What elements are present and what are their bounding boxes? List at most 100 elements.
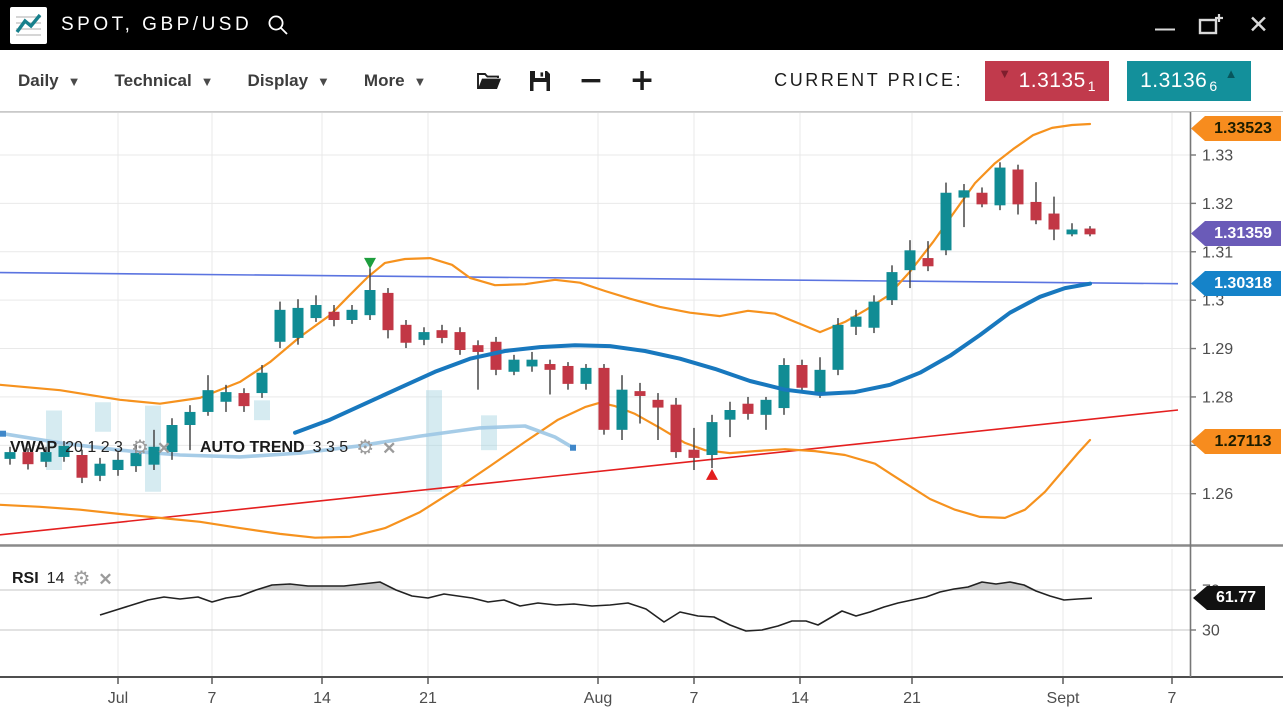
candle-down [922, 258, 934, 267]
candle-up [706, 422, 718, 455]
zoom-in-button[interactable]: + [629, 62, 655, 98]
candle-up [130, 453, 142, 467]
auto-trend-params: 3 3 5 [312, 439, 349, 456]
buy-signal-marker [706, 468, 718, 480]
candle-up [346, 309, 358, 320]
chart-toolbar: Daily ▼ Technical ▼ Display ▼ More ▼ [0, 50, 1283, 112]
candle-down [328, 311, 340, 320]
y-tick-label: 1.32 [1202, 196, 1233, 213]
candle-up [166, 425, 178, 453]
candle-up [814, 369, 826, 394]
rsi-settings-gear-icon[interactable]: ⚙ [72, 568, 91, 590]
candle-up [310, 305, 322, 319]
save-icon[interactable] [528, 69, 552, 93]
candle-up [94, 463, 106, 476]
bid-pip-digit: 1 [1087, 77, 1097, 94]
candle-up [994, 167, 1006, 206]
more-dropdown[interactable]: More ▼ [364, 71, 427, 91]
candle-down [490, 341, 502, 370]
chevron-down-icon: ▼ [413, 74, 427, 89]
auto-trend-settings-gear-icon[interactable]: ⚙ [356, 437, 375, 459]
candle-up [274, 309, 286, 342]
popout-button[interactable] [1196, 12, 1226, 38]
candle-up [778, 365, 790, 409]
ask-price-box[interactable]: 1.3136 6 ▲ [1127, 60, 1251, 101]
candle-up [202, 390, 214, 412]
x-tick-label: Aug [584, 690, 612, 707]
candle-down [22, 452, 34, 465]
candle-up [958, 190, 970, 198]
open-folder-icon[interactable] [476, 70, 502, 92]
candle-up [148, 446, 160, 465]
x-tick-label: Jul [108, 690, 128, 707]
candle-down [1048, 213, 1060, 230]
tag-upper-band: 1.33523 [1191, 116, 1281, 141]
candle-down [400, 324, 412, 343]
candle-up [58, 445, 70, 457]
app-logo-icon [10, 6, 47, 44]
technical-dropdown[interactable]: Technical ▼ [115, 71, 214, 91]
x-tick-label: 7 [690, 690, 699, 707]
rsi-tick-label: 30 [1202, 623, 1220, 640]
x-tick-label: 14 [791, 690, 809, 707]
candle-down [796, 365, 808, 388]
candle-up [364, 290, 376, 316]
window-title: SPOT, GBP/USD [61, 14, 253, 35]
x-tick-label: 21 [903, 690, 921, 707]
candle-up [580, 367, 592, 384]
candle-down [670, 404, 682, 453]
search-icon[interactable] [266, 13, 290, 37]
candle-down [472, 345, 484, 352]
tag-lower-band: 1.27113 [1191, 429, 1281, 454]
zoom-out-button[interactable]: − [578, 62, 604, 98]
x-tick-label: 7 [208, 690, 217, 707]
chart-area: 1.331.321.311.31.291.281.271.267030Jul71… [0, 112, 1283, 710]
candle-down [976, 192, 988, 205]
rsi-name: RSI [12, 570, 39, 587]
candle-down [652, 399, 664, 408]
rsi-line [99, 581, 1093, 632]
candle-up [112, 459, 124, 470]
chevron-down-icon: ▼ [317, 74, 330, 89]
candle-up [904, 250, 916, 271]
arrow-up-icon: ▲ [1224, 66, 1238, 81]
horizontal-level-line [0, 271, 1179, 285]
x-tick-label: Sept [1047, 690, 1080, 707]
auto-trend-name: AUTO TREND [200, 439, 305, 456]
rsi-indicator-legend: RSI 14 ⚙ ✕ [12, 569, 113, 589]
candle-down [742, 403, 754, 414]
vwap-settings-gear-icon[interactable]: ⚙ [130, 437, 149, 459]
more-label: More [363, 70, 405, 90]
timeframe-dropdown[interactable]: Daily ▼ [18, 71, 81, 91]
candle-up [868, 301, 880, 328]
vwap-endpoint-handle [570, 444, 576, 451]
candle-down [454, 332, 466, 350]
candle-up [4, 452, 16, 459]
window-controls: — ✕ [1155, 10, 1269, 40]
close-button[interactable]: ✕ [1248, 11, 1269, 39]
candle-down [634, 391, 646, 396]
price-chart-canvas[interactable]: 1.331.321.311.31.291.281.271.267030Jul71… [0, 112, 1283, 710]
auto-trend-remove-icon[interactable]: ✕ [382, 438, 397, 458]
y-tick-label: 1.28 [1202, 389, 1233, 406]
rsi-remove-icon[interactable]: ✕ [98, 569, 113, 589]
vwap-params: 20 1 2 3 [65, 439, 123, 456]
rsi-overbought-fill [100, 582, 1092, 631]
y-tick-label: 1.26 [1202, 486, 1233, 503]
y-tick-label: 1.33 [1202, 148, 1233, 165]
arrow-down-icon: ▼ [998, 66, 1012, 81]
vwap-line [1, 424, 575, 459]
display-dropdown[interactable]: Display ▼ [248, 71, 330, 91]
candle-up [256, 372, 268, 394]
x-tick-label: 14 [313, 690, 331, 707]
tag-rsi-value: 61.77 [1193, 586, 1265, 610]
candle-up [832, 324, 844, 370]
y-tick-label: 1.3 [1202, 293, 1224, 310]
candle-up [616, 389, 628, 430]
minimize-button[interactable]: — [1155, 17, 1175, 40]
auto-trend-line [0, 409, 1179, 536]
candle-up [292, 307, 304, 338]
candle-down [544, 364, 556, 370]
vwap-remove-icon[interactable]: ✕ [156, 438, 172, 458]
bid-price-box[interactable]: ▼ 1.3135 1 [985, 60, 1110, 101]
